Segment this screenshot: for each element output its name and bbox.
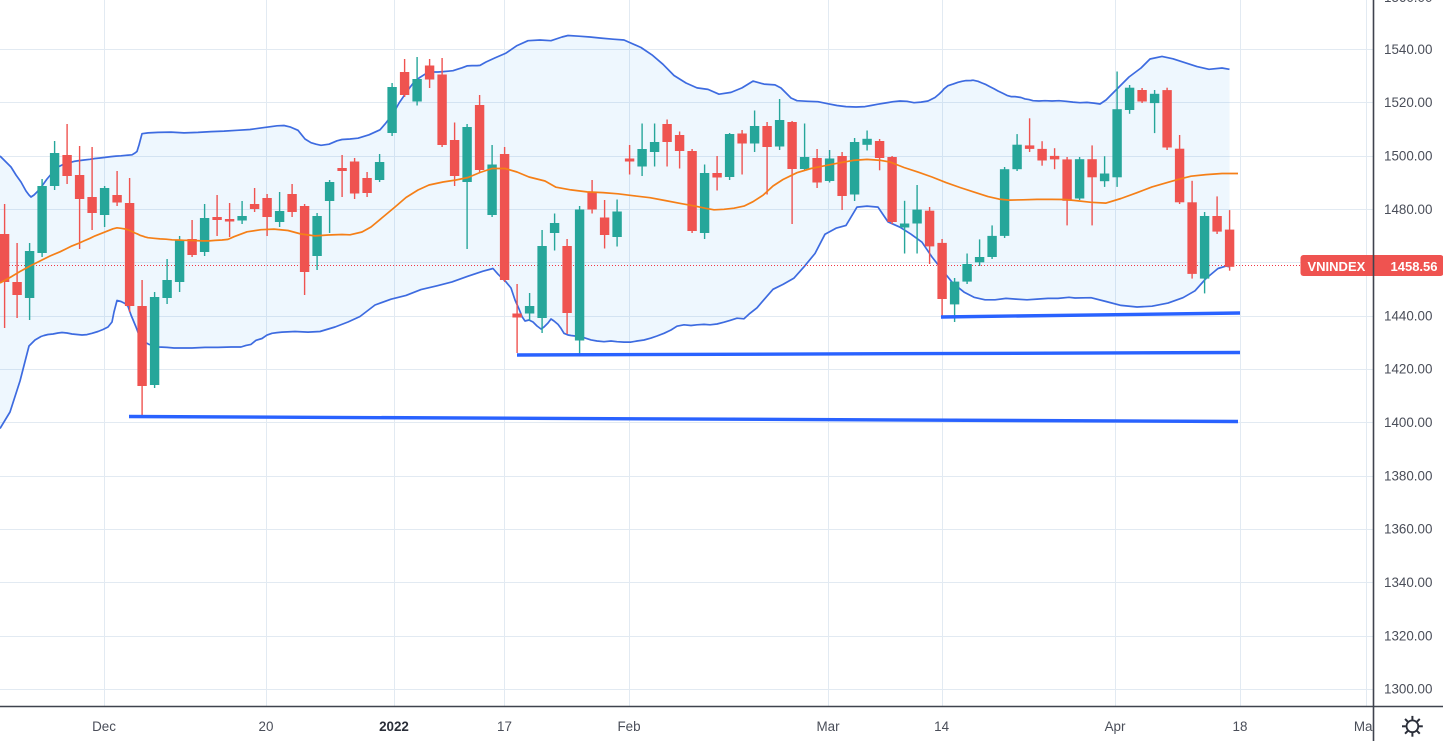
svg-text:1320.00: 1320.00 (1384, 628, 1432, 643)
svg-text:1560.00: 1560.00 (1384, 0, 1432, 5)
svg-text:Feb: Feb (617, 719, 640, 734)
svg-text:1540.00: 1540.00 (1384, 42, 1432, 57)
svg-text:1458.56: 1458.56 (1391, 259, 1438, 274)
svg-text:VNINDEX: VNINDEX (1308, 259, 1366, 274)
svg-text:2022: 2022 (379, 719, 409, 734)
svg-text:Apr: Apr (1105, 719, 1126, 734)
svg-text:1420.00: 1420.00 (1384, 362, 1432, 377)
svg-text:Mar: Mar (816, 719, 840, 734)
svg-text:1380.00: 1380.00 (1384, 468, 1432, 483)
svg-text:1500.00: 1500.00 (1384, 148, 1432, 163)
svg-text:1300.00: 1300.00 (1384, 682, 1432, 697)
svg-text:1340.00: 1340.00 (1384, 575, 1432, 590)
svg-text:1360.00: 1360.00 (1384, 522, 1432, 537)
svg-text:May: May (1354, 719, 1380, 734)
svg-text:Dec: Dec (92, 719, 116, 734)
svg-text:14: 14 (934, 719, 949, 734)
svg-text:20: 20 (259, 719, 274, 734)
svg-text:17: 17 (497, 719, 512, 734)
svg-text:18: 18 (1233, 719, 1248, 734)
svg-text:1520.00: 1520.00 (1384, 95, 1432, 110)
svg-text:1440.00: 1440.00 (1384, 308, 1432, 323)
svg-text:1400.00: 1400.00 (1384, 415, 1432, 430)
svg-text:1480.00: 1480.00 (1384, 202, 1432, 217)
